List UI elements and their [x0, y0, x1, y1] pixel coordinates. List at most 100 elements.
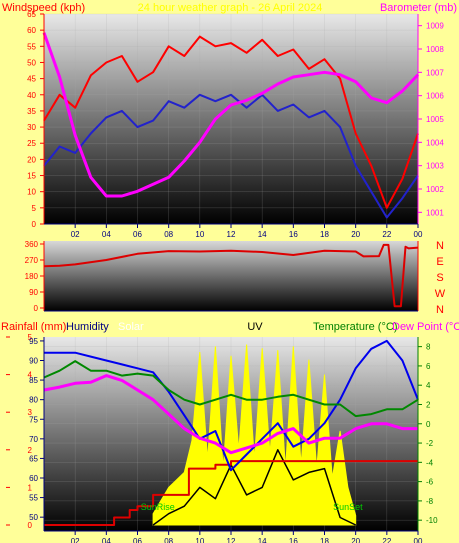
temperature-tick-label: 4 [426, 381, 431, 390]
temperature-tick-label: 0 [426, 420, 431, 429]
time-tick-label: 08 [164, 537, 173, 543]
humidity-tick-label: 55 [29, 494, 38, 503]
rain-tick-label: 1 [28, 483, 33, 492]
barometer-tick-label: 1008 [426, 45, 444, 54]
temperature-tick-label: 2 [426, 400, 431, 409]
direction-tick-label: 360 [25, 240, 39, 249]
temperature-tick-label: -6 [426, 478, 434, 487]
time-tick-label: 20 [351, 230, 360, 239]
sunrise-label: SunRise [141, 502, 175, 512]
wind-tick-label: 5 [32, 204, 37, 213]
time-tick-label: 12 [227, 537, 236, 543]
time-tick-label: 12 [227, 230, 236, 239]
temperature-tick-label: 8 [426, 343, 431, 352]
uv-legend-label: UV [247, 321, 263, 333]
time-tick-label: 20 [351, 537, 360, 543]
wind-tick-label: 10 [27, 188, 36, 197]
time-tick-label: 02 [71, 537, 80, 543]
temperature-tick-label: -2 [426, 439, 434, 448]
wind-tick-label: 60 [27, 26, 36, 35]
wind-tick-label: 15 [27, 172, 36, 181]
rain-line [44, 460, 418, 526]
time-tick-label: 10 [195, 230, 204, 239]
barometer-tick-label: 1002 [426, 185, 444, 194]
temperature-tick-label: 6 [426, 362, 431, 371]
direction-plot-area [44, 241, 418, 311]
barometer-tick-label: 1003 [426, 162, 444, 171]
temperature-axis-title: Temperature (°C) [313, 321, 397, 333]
wind-plot-area [44, 14, 418, 224]
compass-label: W [435, 288, 446, 300]
time-tick-label: 14 [258, 537, 267, 543]
time-tick-label: 00 [414, 230, 423, 239]
wind-tick-label: 50 [27, 58, 36, 67]
compass-label: N [436, 240, 444, 252]
time-tick-label: 04 [102, 230, 111, 239]
barometer-tick-label: 1004 [426, 138, 444, 147]
rain-tick-label: 0 [28, 521, 33, 530]
wind-tick-label: 25 [27, 139, 36, 148]
rainfall-axis-title: Rainfall (mm) [1, 321, 66, 333]
time-tick-label: 04 [102, 537, 111, 543]
wind-tick-label: 65 [27, 10, 36, 19]
time-tick-label: 06 [133, 537, 142, 543]
temperature-tick-label: -4 [426, 458, 434, 467]
time-tick-label: 10 [195, 537, 204, 543]
humidity-tick-label: 75 [29, 415, 38, 424]
humidity-tick-label: 85 [29, 376, 38, 385]
rain-tick-label: 3 [28, 408, 33, 417]
time-tick-label: 22 [382, 537, 391, 543]
rain-tick-label: 5 [28, 333, 33, 342]
compass-label: E [436, 256, 443, 268]
temperature-line [43, 360, 419, 418]
humidity-tick-label: 50 [29, 513, 38, 522]
temperature-tick-label: -10 [426, 516, 438, 525]
barometer-tick-label: 1009 [426, 22, 444, 31]
solar-area [152, 344, 357, 526]
direction-tick-label: 90 [29, 288, 38, 297]
wind-tick-label: 55 [27, 42, 36, 51]
wind-tick-label: 45 [27, 75, 36, 84]
dewpoint-axis-title: Dew Point (°C) [392, 321, 459, 333]
direction-tick-label: 270 [25, 256, 39, 265]
humidity-legend-label: Humidity [66, 321, 109, 333]
time-tick-label: 02 [71, 230, 80, 239]
wind-average-line [43, 93, 419, 219]
uv-line [152, 449, 357, 526]
wind-tick-label: 30 [27, 123, 36, 132]
wind-tick-label: 0 [32, 220, 37, 229]
barometer-tick-label: 1001 [426, 208, 444, 217]
humidity-line [44, 339, 419, 472]
wind-gust-line [43, 35, 419, 209]
time-tick-label: 06 [133, 230, 142, 239]
barometer-tick-label: 1007 [426, 68, 444, 77]
humidity-tick-label: 60 [29, 474, 38, 483]
wind-tick-label: 20 [27, 155, 36, 164]
time-tick-label: 14 [258, 230, 267, 239]
barometer-tick-label: 1006 [426, 92, 444, 101]
time-tick-label: 22 [382, 230, 391, 239]
humidity-tick-label: 95 [29, 337, 38, 346]
windspeed-axis-title: Windspeed (kph) [2, 2, 85, 14]
time-tick-label: 00 [414, 537, 423, 543]
time-tick-label: 18 [320, 537, 329, 543]
barometer-line [42, 32, 420, 198]
barometer-axis-title: Barometer (mb) [380, 2, 457, 14]
sunset-label: SunSet [333, 502, 363, 512]
direction-tick-label: 180 [25, 272, 39, 281]
wind-direction-line [43, 243, 419, 308]
rain-tick-label: 2 [28, 446, 33, 455]
dewpoint-line [43, 374, 418, 455]
time-tick-label: 16 [289, 230, 298, 239]
wind-tick-label: 40 [27, 91, 36, 100]
barometer-tick-label: 1005 [426, 115, 444, 124]
compass-label: S [436, 272, 443, 284]
humidity-tick-label: 65 [29, 454, 38, 463]
humidity-tick-label: 70 [29, 435, 38, 444]
solar-legend-label: Solar [118, 321, 144, 333]
direction-tick-label: 0 [34, 304, 39, 313]
time-tick-label: 08 [164, 230, 173, 239]
time-tick-label: 18 [320, 230, 329, 239]
chart-title: 24 hour weather graph - 26 April 2024 [138, 2, 323, 14]
